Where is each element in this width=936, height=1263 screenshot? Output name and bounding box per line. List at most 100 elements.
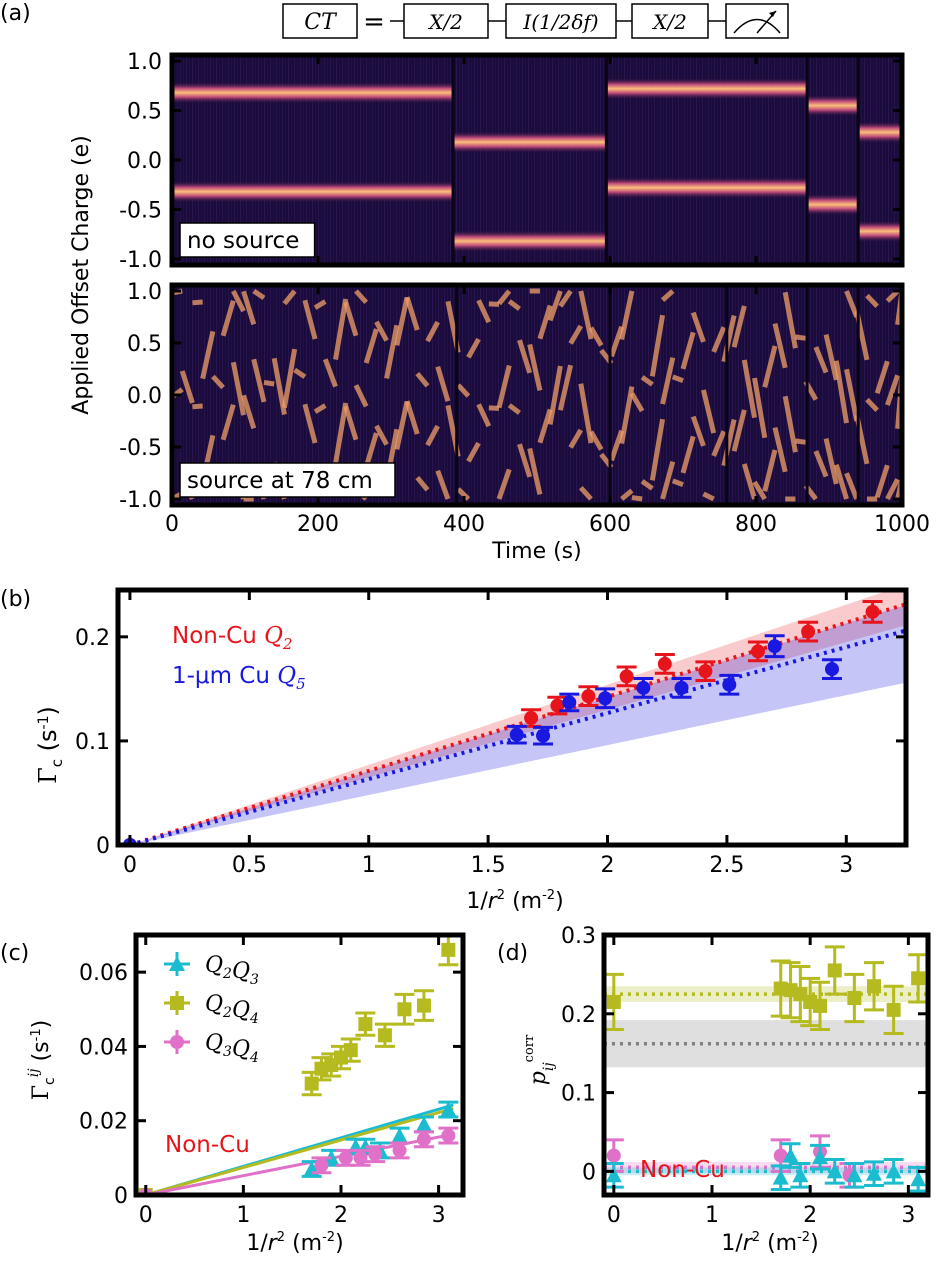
- point-Q5: [824, 662, 839, 677]
- trajectory-segment: [629, 392, 645, 413]
- legend-qubit: Q: [277, 663, 296, 689]
- point-Q3Q4: [338, 1150, 353, 1165]
- trajectory-segment: [251, 358, 267, 403]
- panel-c-ylabel: Γcij (s-1): [26, 1020, 58, 1100]
- legend-char: 4: [249, 1011, 259, 1027]
- trajectory-segment: [671, 478, 684, 487]
- point-Q2Q3: [910, 1171, 927, 1187]
- panelB-plot-area: [122, 590, 906, 845]
- fit-line-Q2Q4: [145, 1106, 454, 1195]
- trajectory-segment: [353, 384, 369, 408]
- trajectory-segment: [456, 383, 471, 398]
- trajectory-segment: [394, 400, 410, 450]
- point-Q2: [750, 644, 765, 659]
- panelD-plot-area: [604, 945, 928, 1193]
- trajectory-segment: [466, 441, 481, 463]
- point-Q2Q3: [440, 1101, 457, 1117]
- a-ytick-label: -0.5: [119, 199, 162, 224]
- svg-text:1/r2 (m-2): 1/r2 (m-2): [466, 888, 563, 914]
- trajectory-segment: [823, 438, 839, 485]
- fit-band-Q2: [129, 590, 906, 845]
- legend-char: Q: [205, 1031, 223, 1056]
- trajectory-segment: [537, 304, 553, 340]
- axis-label-a-x: Time (s): [491, 539, 581, 564]
- point-Q5: [509, 727, 524, 742]
- trajectory-segment: [671, 374, 684, 383]
- trajectory-segment: [313, 403, 327, 414]
- xtick-label: 0: [139, 1203, 153, 1228]
- a-ytick-label: 1.0: [127, 280, 162, 305]
- trajectory-segment: [741, 463, 757, 500]
- legend-c-marker-Q3Q4: [170, 1035, 184, 1049]
- legend-char: 3: [250, 972, 259, 988]
- point-Q3Q4: [416, 1132, 431, 1147]
- point-Q5: [636, 680, 651, 695]
- trajectory-segment: [660, 289, 675, 302]
- panel-label-c: (c): [0, 941, 29, 966]
- panel-d-ylabel: pijcorr: [522, 1034, 557, 1085]
- point-Q5: [674, 680, 689, 695]
- point-Q5: [767, 639, 782, 654]
- trajectory-segment: [660, 460, 676, 500]
- legend-char: Q: [232, 998, 250, 1023]
- panel-c-xlabel: 1/r2 (m-2): [246, 1230, 343, 1256]
- trajectory-segment: [507, 403, 521, 415]
- point-Q2Q4: [343, 1043, 358, 1058]
- legend-b-Q2: Non-Cu Q2: [172, 623, 293, 653]
- point-Q3Q4: [368, 1147, 383, 1162]
- trajectory-segment: [680, 435, 696, 474]
- a-ytick-label: 0.5: [127, 100, 162, 125]
- annotation-d: Non-Cu: [640, 1157, 725, 1183]
- point-Q2Q4: [606, 994, 621, 1009]
- point-Q2: [657, 656, 672, 671]
- trajectory-segment: [609, 325, 625, 358]
- gate-x-half-1: X/2: [427, 10, 463, 34]
- point-Q2Q3: [866, 1165, 882, 1181]
- panel-a: -1.0 -0.5 0.0 0.5 1.0 no source -1.0 -0.5 0.0 0.5…: [119, 50, 930, 537]
- trajectory-segment: [435, 469, 451, 500]
- trajectory-segment: [404, 296, 420, 331]
- panel-a-label-text: no source: [187, 228, 299, 254]
- point-Q3Q4: [441, 1128, 456, 1143]
- legend-char: Q: [205, 953, 223, 978]
- trajectory-segment: [568, 428, 583, 449]
- heatmap-band-2-1: [606, 176, 808, 199]
- trajectory-segment: [302, 403, 318, 444]
- gate-x-half-2: X/2: [651, 10, 687, 34]
- trajectory-segment: [200, 330, 216, 380]
- heatmap-band-3-1: [807, 193, 859, 216]
- panel-b-xlabel: 1/r2 (m-2): [466, 888, 563, 914]
- point-Q2: [619, 669, 634, 684]
- trajectory-segment: [415, 371, 430, 388]
- point-Q2Q3: [415, 1116, 432, 1132]
- trajectory-segment: [343, 405, 359, 441]
- point-Q2Q4: [911, 971, 926, 986]
- trajectory-segment: [782, 291, 798, 349]
- trajectory-segment: [293, 367, 307, 379]
- ytick-label: 0: [114, 1184, 128, 1209]
- trajectory-segment: [741, 359, 758, 419]
- legend-char: Q: [232, 959, 250, 984]
- trajectory-segment: [752, 480, 767, 501]
- a-ytick-label: 0.0: [127, 384, 162, 409]
- trajectory-segment: [241, 394, 257, 430]
- point-Q5: [722, 677, 737, 692]
- point-Q2Q4: [397, 1002, 412, 1017]
- trajectory-segment: [281, 348, 298, 409]
- trajectory-segment: [496, 468, 512, 500]
- trajectory-segment: [527, 343, 543, 391]
- circuit-equals: =: [363, 7, 385, 37]
- xtick-label: 2: [803, 1203, 817, 1228]
- trajectory-segment: [374, 424, 389, 446]
- panelB-frame: [115, 587, 909, 848]
- a-ytick-label: 0.5: [127, 332, 162, 357]
- legend-c-label-Q3Q4: Q3Q4: [205, 1031, 259, 1066]
- trajectory-segment: [313, 299, 327, 310]
- trajectory-segment: [660, 357, 676, 405]
- gate-idle: I(1/2δf): [522, 10, 598, 34]
- trajectory-segment: [619, 386, 635, 444]
- point-Q2Q3: [885, 1163, 902, 1179]
- a-ytick-label: -1.0: [119, 248, 162, 273]
- trajectory-segment: [631, 495, 643, 502]
